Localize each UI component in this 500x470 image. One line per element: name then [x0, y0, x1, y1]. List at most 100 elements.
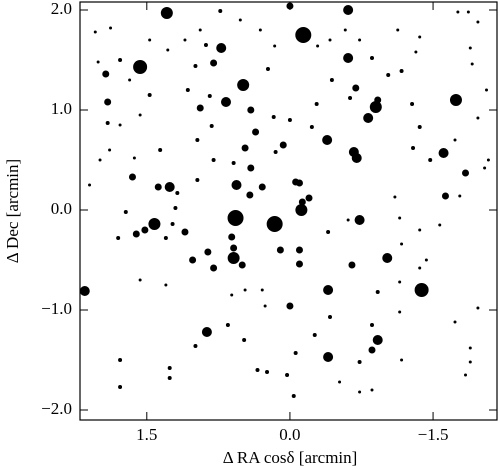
- star: [195, 138, 200, 142]
- star: [292, 178, 300, 186]
- plot-frame: [79, 1, 498, 421]
- star: [158, 148, 163, 152]
- star: [138, 278, 142, 282]
- y-tick-label: −1.0: [41, 299, 72, 318]
- star: [424, 258, 428, 262]
- star: [458, 194, 462, 198]
- star: [486, 158, 490, 162]
- star: [189, 256, 197, 264]
- star: [273, 150, 278, 154]
- star: [167, 366, 172, 370]
- star: [295, 27, 312, 43]
- y-tick-label: 1.0: [51, 99, 72, 118]
- star: [246, 191, 254, 199]
- star: [225, 323, 230, 327]
- star: [312, 333, 317, 337]
- star: [369, 56, 374, 60]
- star: [441, 192, 449, 200]
- star: [123, 210, 128, 214]
- y-tick-label: 2.0: [51, 0, 72, 18]
- star: [418, 35, 422, 39]
- star: [374, 96, 382, 104]
- star: [238, 18, 242, 22]
- star: [485, 88, 489, 92]
- star: [164, 182, 175, 192]
- star: [326, 230, 331, 234]
- star: [196, 104, 204, 112]
- star: [400, 242, 404, 246]
- star: [255, 368, 260, 372]
- star: [210, 59, 218, 67]
- star: [456, 10, 460, 14]
- star: [476, 306, 480, 310]
- star: [453, 138, 457, 142]
- star: [295, 260, 303, 268]
- star: [368, 346, 376, 354]
- star: [358, 38, 362, 42]
- star: [243, 288, 247, 292]
- star: [382, 253, 393, 263]
- star: [108, 148, 112, 152]
- star: [468, 360, 472, 364]
- star: [411, 146, 416, 150]
- y-tick-label: 0.0: [51, 199, 72, 218]
- star: [209, 124, 214, 128]
- star: [273, 44, 277, 48]
- y-axis-label: Δ Dec [arcmin]: [3, 159, 22, 263]
- star: [398, 280, 402, 284]
- star: [230, 293, 234, 297]
- star: [265, 67, 270, 71]
- star: [438, 148, 449, 158]
- star: [438, 223, 442, 227]
- star: [198, 28, 202, 32]
- star: [203, 43, 208, 47]
- star: [148, 218, 161, 230]
- star: [227, 210, 244, 226]
- star: [343, 53, 354, 63]
- star: [141, 226, 149, 234]
- star: [348, 96, 353, 100]
- star: [291, 394, 296, 398]
- star: [357, 360, 362, 364]
- star: [175, 191, 180, 195]
- star: [309, 125, 314, 129]
- y-tick-label: −2.0: [41, 399, 72, 418]
- star: [148, 38, 152, 42]
- x-tick-label: −1.5: [418, 425, 449, 444]
- star: [410, 102, 415, 106]
- star: [466, 10, 470, 14]
- star: [418, 228, 422, 232]
- star: [316, 44, 320, 48]
- star: [398, 310, 402, 314]
- star: [105, 121, 110, 125]
- star: [247, 106, 255, 114]
- star: [147, 93, 152, 97]
- star: [265, 370, 270, 374]
- star: [260, 288, 264, 292]
- star: [295, 246, 303, 254]
- star: [399, 69, 404, 73]
- star: [79, 286, 90, 296]
- star: [258, 28, 262, 32]
- star: [271, 115, 276, 119]
- star: [449, 94, 462, 106]
- star: [298, 198, 306, 206]
- star: [375, 290, 380, 294]
- star: [252, 128, 260, 136]
- star: [241, 144, 249, 152]
- star: [263, 304, 267, 308]
- star: [211, 158, 216, 162]
- star: [398, 216, 402, 220]
- star: [328, 315, 333, 319]
- star: [483, 166, 487, 170]
- star: [247, 164, 255, 172]
- star: [104, 98, 112, 106]
- star: [464, 373, 468, 377]
- star: [116, 236, 121, 240]
- star: [204, 248, 212, 256]
- star: [293, 351, 298, 355]
- star: [285, 373, 290, 377]
- star: [417, 125, 422, 129]
- star: [193, 344, 198, 348]
